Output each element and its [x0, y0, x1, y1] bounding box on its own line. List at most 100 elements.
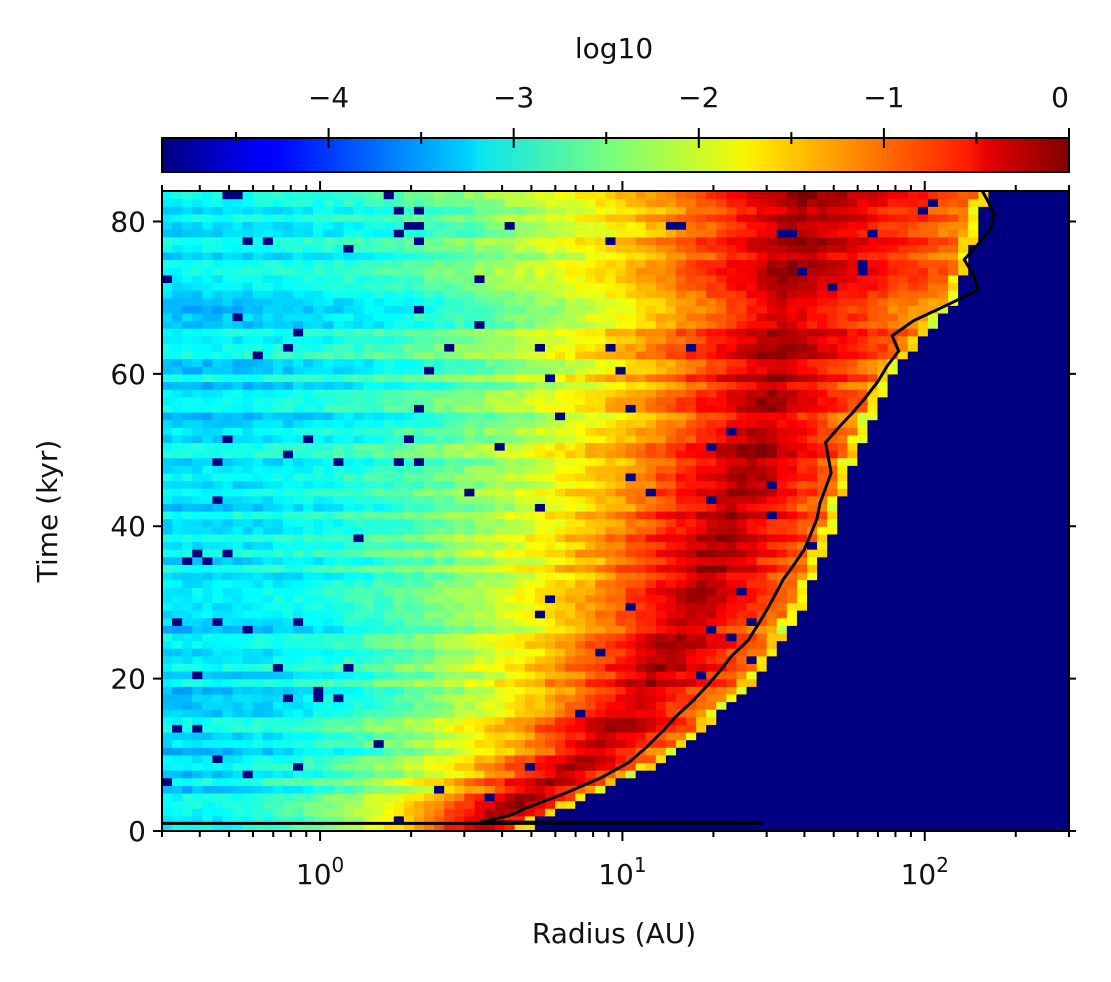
heatmap-cell [736, 625, 748, 634]
heatmap-cell [343, 739, 355, 748]
heatmap-cell [605, 762, 617, 771]
heatmap-cell [454, 739, 465, 748]
heatmap-cell [575, 693, 586, 703]
heatmap-cell [988, 434, 1000, 444]
heatmap-cell [655, 731, 667, 741]
heatmap-cell [373, 716, 385, 725]
heatmap-cell [615, 610, 627, 619]
heatmap-cell [665, 511, 677, 520]
heatmap-cell [343, 457, 355, 466]
heatmap-cell [222, 716, 234, 725]
heatmap-cell [514, 785, 526, 794]
heatmap-cell [1008, 549, 1020, 558]
heatmap-cell [978, 533, 989, 543]
heatmap-cell [575, 503, 586, 512]
heatmap-cell [544, 716, 556, 725]
heatmap-cell [282, 770, 294, 779]
heatmap-cell [675, 693, 687, 703]
heatmap-cell [262, 450, 274, 459]
heatmap-cell [172, 678, 183, 687]
heatmap-cell [544, 701, 556, 710]
colorbar-tick-label: −4 [308, 81, 349, 114]
heatmap-cell [665, 648, 677, 657]
heatmap-cell [313, 770, 324, 779]
heatmap-cell [837, 671, 848, 680]
heatmap-cell [323, 640, 334, 649]
heatmap-cell [232, 526, 244, 535]
heatmap-cell [605, 625, 617, 634]
heatmap-cell [1028, 411, 1040, 421]
heatmap-cell [645, 442, 657, 451]
heatmap-cell [242, 450, 254, 459]
heatmap-cell [716, 762, 727, 771]
heatmap-cell [675, 564, 687, 573]
heatmap-cell [182, 579, 193, 588]
heatmap-cell [696, 671, 707, 680]
heatmap-cell [202, 823, 213, 831]
heatmap-cell [897, 632, 909, 642]
heatmap-cell [313, 594, 324, 604]
heatmap-cell [272, 602, 284, 611]
heatmap-cell [162, 655, 173, 664]
heatmap-cell [343, 731, 355, 741]
heatmap-cell [555, 823, 566, 831]
heatmap-cell [635, 587, 647, 596]
heatmap-cell [162, 716, 173, 725]
heatmap-cell [726, 815, 738, 824]
heatmap-cell [434, 587, 445, 596]
heatmap-cell [444, 800, 455, 809]
heatmap-cell [514, 731, 526, 741]
heatmap-cell [172, 671, 183, 680]
heatmap-cell [665, 701, 677, 710]
heatmap-cell [887, 709, 899, 718]
heatmap-cell [917, 488, 929, 497]
heatmap-cell [162, 777, 173, 786]
heatmap-cell [998, 419, 1010, 428]
heatmap-cell [847, 815, 858, 824]
heatmap-cell [937, 785, 949, 794]
heatmap-cell [272, 434, 284, 444]
heatmap-cell [383, 503, 395, 512]
heatmap-cell [403, 526, 415, 535]
heatmap-cell [202, 556, 213, 565]
heatmap-cell [524, 648, 536, 657]
heatmap-cell [756, 739, 768, 748]
heatmap-cell [1038, 815, 1050, 824]
heatmap-cell [544, 442, 556, 451]
heatmap-cell [222, 533, 234, 543]
heatmap-cell [565, 731, 576, 741]
heatmap-cell [172, 602, 183, 611]
heatmap-cell [424, 770, 435, 779]
heatmap-cell [424, 815, 435, 824]
heatmap-cell [504, 556, 516, 565]
heatmap-cell [776, 549, 788, 558]
heatmap-cell [857, 701, 869, 710]
heatmap-cell [696, 526, 707, 535]
heatmap-cell [796, 632, 808, 642]
heatmap-cell [494, 427, 506, 436]
heatmap-cell [686, 495, 697, 504]
heatmap-cell [212, 762, 224, 771]
heatmap-cell [474, 777, 486, 786]
heatmap-cell [524, 594, 536, 604]
heatmap-cell [484, 549, 496, 558]
heatmap-cell [867, 571, 879, 581]
heatmap-cell [565, 526, 576, 535]
heatmap-cell [514, 739, 526, 748]
heatmap-cell [464, 511, 476, 520]
heatmap-cell [1058, 472, 1069, 482]
heatmap-cell [786, 777, 798, 786]
heatmap-cell [625, 655, 637, 664]
heatmap-cell [827, 472, 838, 482]
heatmap-cell [1048, 701, 1060, 710]
heatmap-cell [756, 465, 768, 474]
heatmap-cell [665, 594, 677, 604]
heatmap-cell [665, 442, 677, 451]
heatmap-cell [1018, 823, 1030, 831]
heatmap-cell [1048, 495, 1060, 504]
heatmap-cell [907, 747, 919, 756]
heatmap-cell [293, 541, 304, 550]
heatmap-cell [555, 671, 566, 680]
heatmap-cell [706, 792, 717, 802]
heatmap-cell [937, 823, 949, 831]
